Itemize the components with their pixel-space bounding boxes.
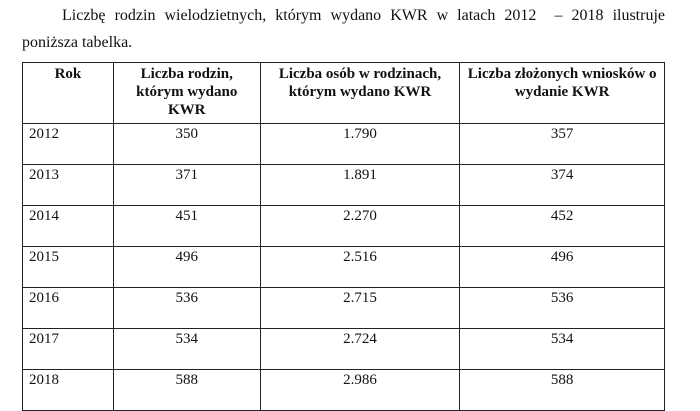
table-cell: 2018 <box>22 369 114 411</box>
table-cell: 374 <box>459 164 665 206</box>
table-cell: 2014 <box>22 205 114 247</box>
table-row: 2013 371 1.891 374 <box>22 164 665 206</box>
table-cell: 496 <box>112 246 261 288</box>
table-row: 2015 496 2.516 496 <box>22 246 665 288</box>
table-cell: 451 <box>112 205 261 247</box>
table-body: 2012 350 1.790 357 2013 371 1.891 374 2014 451 2.2… <box>22 123 665 411</box>
table-cell: 350 <box>112 123 261 165</box>
table-cell: 371 <box>112 164 261 206</box>
table-cell: 2.724 <box>259 328 461 370</box>
header-cell: Liczba osób w rodzinach, którym wydano K… <box>259 62 461 124</box>
table-cell: 2.516 <box>259 246 461 288</box>
intro-line: poniższa tabelka. <box>22 34 133 51</box>
table-cell: 452 <box>459 205 665 247</box>
table-row: 2018 588 2.986 588 <box>22 369 665 411</box>
table-cell: 536 <box>112 287 261 329</box>
table-cell: 588 <box>112 369 261 411</box>
header-row: Rok Liczba rodzin, którym wydano KWR Liczb… <box>22 62 665 124</box>
intro-line: Liczbę rodzin wielodzietnych, którym wyd… <box>62 7 665 24</box>
table-cell: 1.891 <box>259 164 461 206</box>
table-cell: 534 <box>112 328 261 370</box>
table-cell: 2.715 <box>259 287 461 329</box>
header-cell: Liczba złożonych wniosków o wydanie KWR <box>459 62 665 124</box>
table-cell: 496 <box>459 246 665 288</box>
table-cell: 357 <box>459 123 665 165</box>
table-cell: 588 <box>459 369 665 411</box>
table-cell: 1.790 <box>259 123 461 165</box>
table-cell: 534 <box>459 328 665 370</box>
table-row: 2016 536 2.715 536 <box>22 287 665 329</box>
table-cell: 2.986 <box>259 369 461 411</box>
header-cell: Liczba rodzin, którym wydano KWR <box>112 62 261 124</box>
table-row: 2014 451 2.270 452 <box>22 205 665 247</box>
data-table: Rok Liczba rodzin, którym wydano KWR Liczb… <box>22 62 665 411</box>
table-cell: 2017 <box>22 328 114 370</box>
header-cell: Rok <box>22 62 114 124</box>
table-cell: 2013 <box>22 164 114 206</box>
table-row: 2017 534 2.724 534 <box>22 328 665 370</box>
table-cell: 2012 <box>22 123 114 165</box>
table-cell: 2.270 <box>259 205 461 247</box>
table-row: 2012 350 1.790 357 <box>22 123 665 165</box>
table-cell: 2015 <box>22 246 114 288</box>
table-cell: 2016 <box>22 287 114 329</box>
table-cell: 536 <box>459 287 665 329</box>
